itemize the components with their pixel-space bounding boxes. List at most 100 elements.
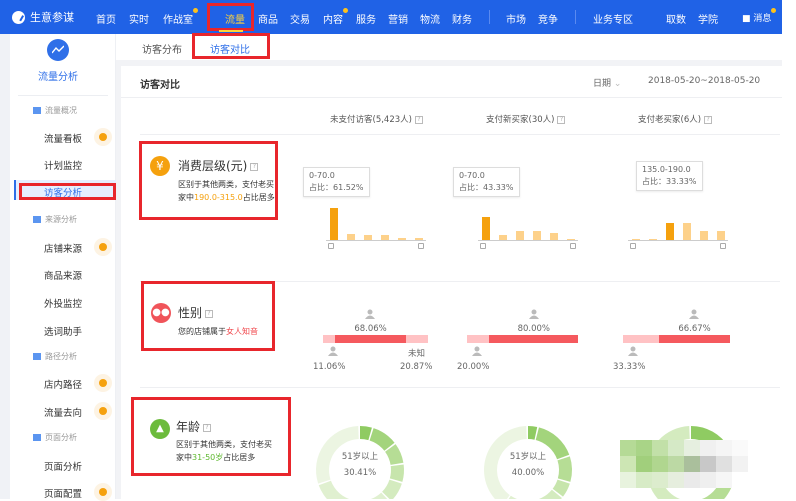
nav-traffic[interactable]: 流量: [225, 15, 245, 26]
active-nav-underline: [219, 30, 243, 32]
messages-button[interactable]: ■ 消息: [742, 8, 777, 24]
nav-service[interactable]: 服务: [356, 15, 376, 26]
high-spend-coins-icon: [418, 243, 424, 249]
spend-bar[interactable]: [717, 231, 725, 240]
sidebar-group-overview: 流量概况: [33, 105, 77, 116]
donut-segment[interactable]: [535, 427, 570, 460]
brand-logo[interactable]: 生意参谋: [12, 9, 74, 25]
sidebar-item-store-path[interactable]: 店内路径: [44, 380, 83, 391]
mosaic-tile: [700, 456, 716, 472]
spend-bar[interactable]: [533, 231, 541, 240]
x-axis: [628, 240, 728, 241]
gender-ratio-bar: [467, 335, 578, 343]
folder-icon: [33, 216, 41, 223]
unknown-label: 未知: [408, 349, 426, 359]
tooltip: 0-70.0 占比：43.33%: [453, 167, 520, 197]
spend-bar[interactable]: [398, 237, 406, 240]
spend-bar[interactable]: [666, 222, 674, 240]
mosaic-tile: [668, 456, 684, 472]
column-header-unpaid: 未支付访客(5,423人)?: [330, 113, 423, 125]
nav-content[interactable]: 内容: [323, 8, 348, 26]
top-nav-bar: 生意参谋 首页 实时 作战室 流量 商品 交易 内容 服务 营销 物流 财务 市…: [0, 0, 782, 34]
column-header-old-buyers: 支付老买家(6人)?: [638, 113, 713, 125]
spend-bar[interactable]: [499, 234, 507, 240]
spend-bar[interactable]: [381, 235, 389, 240]
spend-bar-chart-old: [628, 190, 728, 249]
mosaic-tile: [668, 472, 684, 488]
high-spend-coins-icon: [570, 243, 576, 249]
donut-segment[interactable]: [484, 426, 527, 499]
donut-segment[interactable]: [552, 479, 570, 497]
donut-segment[interactable]: [385, 444, 404, 465]
spend-bar[interactable]: [683, 222, 691, 240]
sidebar-item-traffic-board[interactable]: 流量看板: [44, 134, 83, 145]
highlight-box: [207, 3, 254, 31]
spend-bar[interactable]: [649, 239, 657, 240]
sidebar-item-page-config[interactable]: 页面配置: [44, 489, 83, 500]
help-icon: ?: [414, 115, 423, 124]
nav-trade[interactable]: 交易: [290, 15, 310, 26]
age-icon: ▲: [150, 419, 170, 439]
tab-visitor-distribution[interactable]: 访客分布: [142, 45, 182, 56]
mosaic-tile: [700, 440, 716, 456]
donut-segment[interactable]: [318, 480, 390, 499]
nav-home[interactable]: 首页: [96, 15, 116, 26]
nav-logistics[interactable]: 物流: [420, 15, 440, 26]
spend-bar[interactable]: [364, 234, 372, 240]
sidebar-item-product-source[interactable]: 商品来源: [44, 271, 83, 282]
spend-bar[interactable]: [482, 217, 490, 240]
nav-business-zone[interactable]: 业务专区: [593, 15, 633, 26]
spend-bar[interactable]: [632, 239, 640, 240]
sidebar-item-plan-monitor[interactable]: 计划监控: [44, 161, 83, 172]
mosaic-tile: [684, 472, 700, 488]
female-percent: 80.00%: [517, 324, 551, 334]
spend-bar[interactable]: [347, 234, 355, 240]
nav-marketing[interactable]: 营销: [388, 15, 408, 26]
mosaic-tile: [684, 440, 700, 456]
mosaic-tile: [716, 456, 732, 472]
spend-description: 区别于其他两类，支付老买家中190.0-315.0占比居多: [178, 180, 275, 202]
spend-bar[interactable]: [700, 231, 708, 240]
donut-segment[interactable]: [369, 428, 395, 451]
sidebar-item-keyword-helper[interactable]: 选词助手: [44, 327, 83, 338]
sidebar-item-external-monitor[interactable]: 外投监控: [44, 299, 83, 310]
donut-segment[interactable]: [389, 464, 404, 482]
donut-segment[interactable]: [504, 495, 528, 499]
divider: [18, 95, 108, 96]
nav-market[interactable]: 市场: [506, 15, 526, 26]
spend-bar[interactable]: [415, 238, 423, 240]
sidebar-item-store-source[interactable]: 店铺来源: [44, 244, 83, 255]
donut-segment[interactable]: [529, 489, 562, 499]
sidebar-item-page-analysis[interactable]: 页面分析: [44, 462, 83, 473]
nav-realtime[interactable]: 实时: [129, 15, 149, 26]
help-icon: ?: [557, 115, 566, 124]
age-description: 区别于其他两类，支付老买家中31-50岁占比居多: [176, 440, 272, 462]
sub-tabs: [116, 34, 782, 60]
donut-segment[interactable]: [316, 426, 359, 484]
sidebar-item-traffic-outflow[interactable]: 流量去向: [44, 408, 83, 419]
donut-segment[interactable]: [528, 426, 538, 440]
donut-segment[interactable]: [360, 426, 372, 441]
spend-bar[interactable]: [330, 208, 338, 240]
sidebar-item-visitor-analysis[interactable]: 访客分析: [44, 188, 83, 199]
divider: [575, 10, 576, 24]
new-badge-icon: [94, 402, 112, 420]
spend-bar[interactable]: [516, 231, 524, 240]
chevron-down-icon: ⌄: [613, 79, 622, 89]
tab-visitor-compare[interactable]: 访客对比: [210, 45, 250, 56]
nav-competition[interactable]: 竞争: [538, 15, 558, 26]
yen-icon: ¥: [150, 156, 170, 176]
spend-bar[interactable]: [567, 239, 575, 240]
nav-finance[interactable]: 财务: [452, 15, 472, 26]
spend-title: 消费层级(元)?: [178, 157, 259, 174]
card-title: 访客对比: [140, 80, 180, 91]
nav-products[interactable]: 商品: [258, 15, 278, 26]
nav-data-fetch[interactable]: 取数: [666, 15, 686, 26]
date-dropdown[interactable]: 日期 ⌄: [593, 79, 622, 89]
donut-segment[interactable]: [557, 456, 572, 482]
donut-segment[interactable]: [382, 479, 402, 499]
spend-bar[interactable]: [550, 233, 558, 240]
nav-war-room[interactable]: 作战室: [163, 8, 198, 26]
sidebar-title: 流量分析: [38, 72, 78, 83]
nav-academy[interactable]: 学院: [698, 15, 718, 26]
